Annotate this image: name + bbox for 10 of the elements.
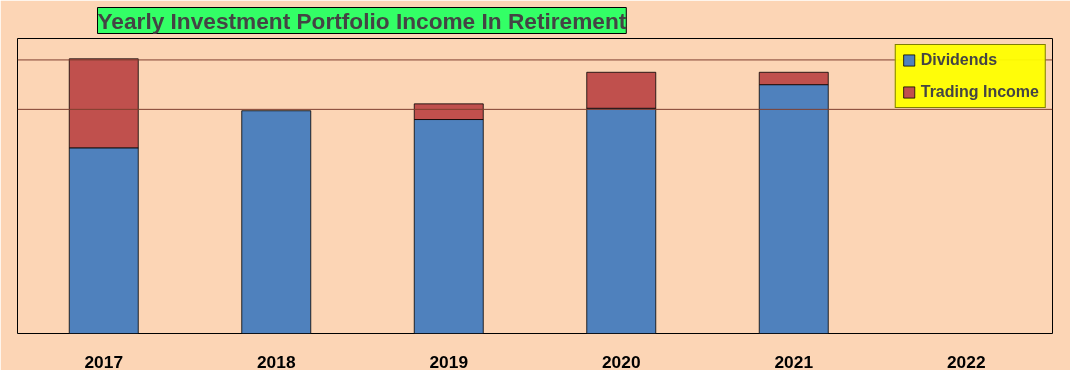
x-tick-label: 2022 [946, 351, 986, 372]
bar [241, 110, 312, 334]
x-tick-label: 2019 [429, 351, 469, 372]
chart-title: Yearly Investment Portfolio Income In Retirement [97, 7, 627, 34]
x-tick-label: 2020 [601, 351, 641, 372]
legend-label: Dividends [920, 51, 998, 69]
legend-label: Trading Income [920, 83, 1039, 101]
x-tick-label: 2017 [84, 351, 124, 372]
x-tick-label: 2021 [774, 351, 814, 372]
x-tick-label: 2018 [256, 351, 296, 372]
